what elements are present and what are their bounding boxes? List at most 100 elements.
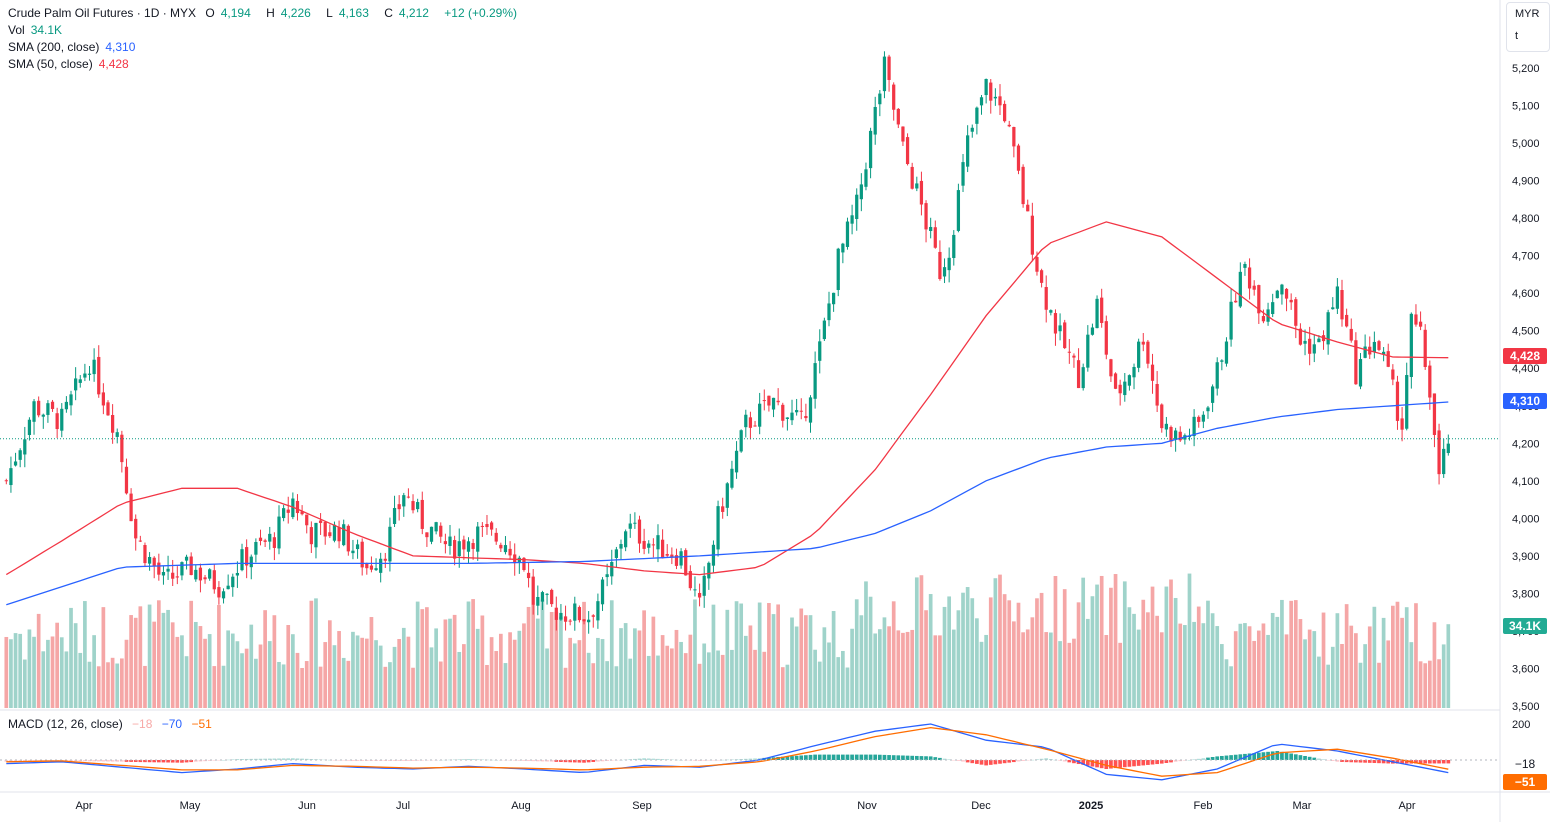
candle-body [503,545,508,553]
candle-body [1150,364,1155,381]
candle-body [910,166,914,189]
volume-bar [138,606,143,708]
candle-body [905,137,910,165]
macd-hist-bar [531,760,536,762]
macd-hist-bar [656,758,660,760]
volume-bar [1109,587,1113,708]
volume-bar [314,598,318,708]
macd-hist-bar [1312,757,1317,760]
volume-bar [133,617,138,708]
candle-body [92,359,96,375]
candle-body [245,547,249,566]
volume-legend[interactable]: Vol 34.1K [8,23,63,37]
candle-body [804,416,808,419]
volume-bar [725,609,730,708]
macd-hist-bar [166,760,170,763]
candle-body [1414,314,1418,325]
volume-bar [988,597,993,708]
candle-body [37,400,41,416]
volume-bar [69,607,73,708]
candle-body [1210,386,1215,403]
volume-bar [406,636,411,708]
volume-bar [554,611,559,708]
candle-body [360,541,364,568]
sma200-legend[interactable]: SMA (200, close) 4,310 [8,40,136,54]
candle-body [1003,103,1007,122]
candle-body [864,169,868,187]
macd-hist-bar [388,760,392,761]
candle-body [83,373,87,378]
macd-hist-bar [1150,760,1155,765]
volume-bar [240,653,244,708]
time-tick-label: Sep [632,800,652,812]
volume-bar [1127,607,1132,708]
candle-body [901,126,905,142]
candle-body [596,601,600,621]
candle-body [674,555,679,566]
sma50-legend[interactable]: SMA (50, close) 4,428 [8,57,129,71]
macd-legend[interactable]: MACD (12, 26, close) −18 −70 −51 [8,717,212,731]
volume-bar [591,663,596,708]
macd-hist-bar [753,758,757,760]
volume-bar [1358,662,1363,708]
candle-body [4,480,8,482]
macd-hist-bar [554,760,559,762]
volume-bar [1072,638,1076,708]
volume-bar [1164,586,1169,708]
candle-body [263,540,267,542]
volume-bar [92,635,96,708]
macd-hist-bar [96,760,101,762]
candle-body [379,558,383,573]
macd-hist-bar [1441,760,1446,764]
volume-bar [254,658,258,708]
candle-body [1400,418,1404,430]
volume-bar [1354,633,1358,708]
volume-bar [850,628,854,708]
volume-bar [1095,584,1099,708]
symbol-title[interactable]: Crude Palm Oil Futures · 1D · MYX [8,6,197,20]
macd-hist-bar [605,760,609,761]
candle-body [942,267,947,277]
volume-bar [1247,626,1252,708]
candle-body [961,162,965,186]
candle-body [110,415,115,433]
candle-body [1026,204,1030,212]
macd-hist-bar [1062,760,1067,762]
macd-hist-bar [1224,755,1229,760]
volume-bar [1367,626,1372,708]
volume-bar [984,634,988,708]
volume-bar [41,651,46,708]
macd-hist-bar [1085,760,1090,766]
candle-body [739,430,743,452]
macd-hist-bar [1335,760,1340,762]
volume-bar [4,636,9,708]
volume-bar [1155,615,1159,708]
candle-body [1442,448,1446,475]
candle-body [171,572,175,579]
currency-unit-selector[interactable]: MYR t [1506,2,1550,52]
candle-body [1072,355,1076,358]
macd-hist-bar [998,760,1002,764]
volume-bar [794,626,799,708]
candle-body [1432,393,1437,435]
candle-body [420,499,424,529]
change-value: +12 (+0.29%) [444,6,517,20]
macd-hist-bar [1404,760,1409,764]
volume-bar [1243,623,1247,708]
candle-body [46,403,50,415]
candle-body [291,498,295,518]
volume-bar [614,666,619,708]
macd-hist-bar [882,754,887,760]
candle-body [748,417,753,428]
candle-body [180,562,184,576]
volume-bar [1432,622,1437,708]
macd-hist-bar [1321,759,1326,760]
volume-bar [526,606,531,708]
volume-bar [619,628,623,708]
candle-body [1271,302,1275,315]
candle-body [32,401,36,422]
volume-bar [1169,579,1173,708]
candle-body [337,527,341,542]
macd-hist-bar [1247,753,1252,760]
